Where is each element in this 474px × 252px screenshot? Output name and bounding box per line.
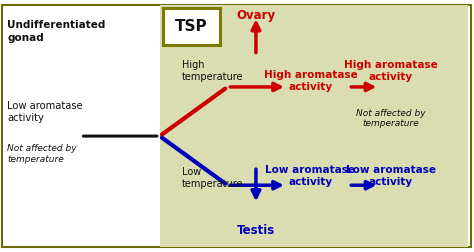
Text: Low
temperature: Low temperature	[182, 167, 243, 189]
Bar	[160, 5, 468, 247]
Text: Not affected by
temperature: Not affected by temperature	[7, 144, 77, 164]
Text: High aromatase
activity: High aromatase activity	[264, 70, 357, 92]
Text: Undifferentiated
gonad: Undifferentiated gonad	[7, 20, 106, 43]
Text: Not affected by
temperature: Not affected by temperature	[356, 109, 426, 128]
Text: Low aromatase
activity: Low aromatase activity	[7, 101, 83, 123]
Text: TSP: TSP	[175, 19, 208, 34]
Text: Low aromatase
activity: Low aromatase activity	[346, 165, 436, 187]
Bar	[163, 8, 220, 45]
Text: High aromatase
activity: High aromatase activity	[344, 59, 438, 82]
Text: Ovary: Ovary	[237, 9, 275, 22]
Text: Testis: Testis	[237, 224, 275, 237]
Text: High
temperature: High temperature	[182, 59, 243, 82]
Text: Low aromatase
activity: Low aromatase activity	[265, 165, 356, 187]
